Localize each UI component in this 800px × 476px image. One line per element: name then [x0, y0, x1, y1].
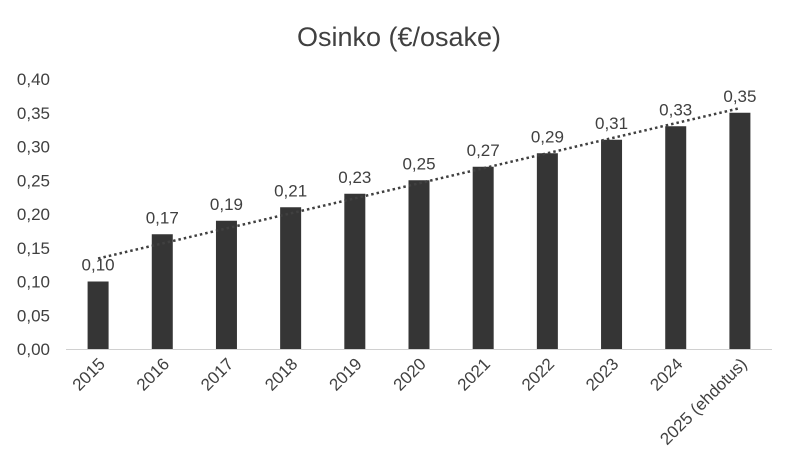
data-label: 0,21: [274, 181, 307, 200]
bar-series: [87, 112, 751, 349]
y-tick-label: 0,35: [17, 104, 50, 123]
y-axis: 0,00 0,05 0,10 0,15 0,20 0,25 0,30 0,35 0,40: [17, 70, 50, 359]
data-label: 0,10: [82, 256, 115, 275]
x-tick-label: 2021: [454, 354, 494, 394]
y-tick-label: 0,15: [17, 239, 50, 258]
data-label: 0,25: [402, 154, 435, 173]
y-tick-label: 0,10: [17, 273, 50, 292]
y-tick-label: 0,00: [17, 340, 50, 359]
bar: [536, 153, 558, 349]
x-tick-label: 2017: [197, 354, 237, 394]
bar: [601, 139, 623, 349]
y-tick-label: 0,30: [17, 138, 50, 157]
bar: [87, 281, 109, 349]
x-tick-label: 2020: [390, 354, 430, 394]
x-tick-label: 2018: [261, 354, 301, 394]
data-label: 0,17: [146, 208, 179, 227]
x-tick-label: 2019: [325, 354, 365, 394]
bar: [344, 193, 366, 349]
bar: [215, 220, 237, 349]
data-label: 0,35: [723, 87, 756, 106]
x-tick-label: 2022: [518, 354, 558, 394]
data-label: 0,23: [338, 168, 371, 187]
x-tick-label: 2023: [582, 354, 622, 394]
data-label: 0,27: [467, 141, 500, 160]
y-tick-label: 0,20: [17, 205, 50, 224]
bar: [280, 207, 302, 349]
x-tick-label: 2015: [69, 354, 109, 394]
x-axis: 2015 2016 2017 2018 2019 2020 2021 2022 2023 2024…: [69, 354, 751, 448]
x-tick-label: 2024: [646, 354, 686, 394]
data-label: 0,31: [595, 114, 628, 133]
y-tick-label: 0,25: [17, 171, 50, 190]
y-tick-label: 0,40: [17, 70, 50, 89]
data-label: 0,19: [210, 195, 243, 214]
chart-title: Osinko (€/osake): [297, 22, 501, 52]
bar: [472, 166, 494, 349]
data-label: 0,33: [659, 100, 692, 119]
bar: [151, 234, 173, 349]
data-label: 0,29: [531, 127, 564, 146]
bar: [408, 180, 430, 349]
data-labels: 0,10 0,17 0,19 0,21 0,23 0,25 0,27 0,29 0,31 0,33…: [82, 87, 757, 275]
x-tick-label: 2016: [133, 354, 173, 394]
y-tick-label: 0,05: [17, 306, 50, 325]
bar: [729, 112, 751, 349]
bar: [665, 126, 687, 349]
